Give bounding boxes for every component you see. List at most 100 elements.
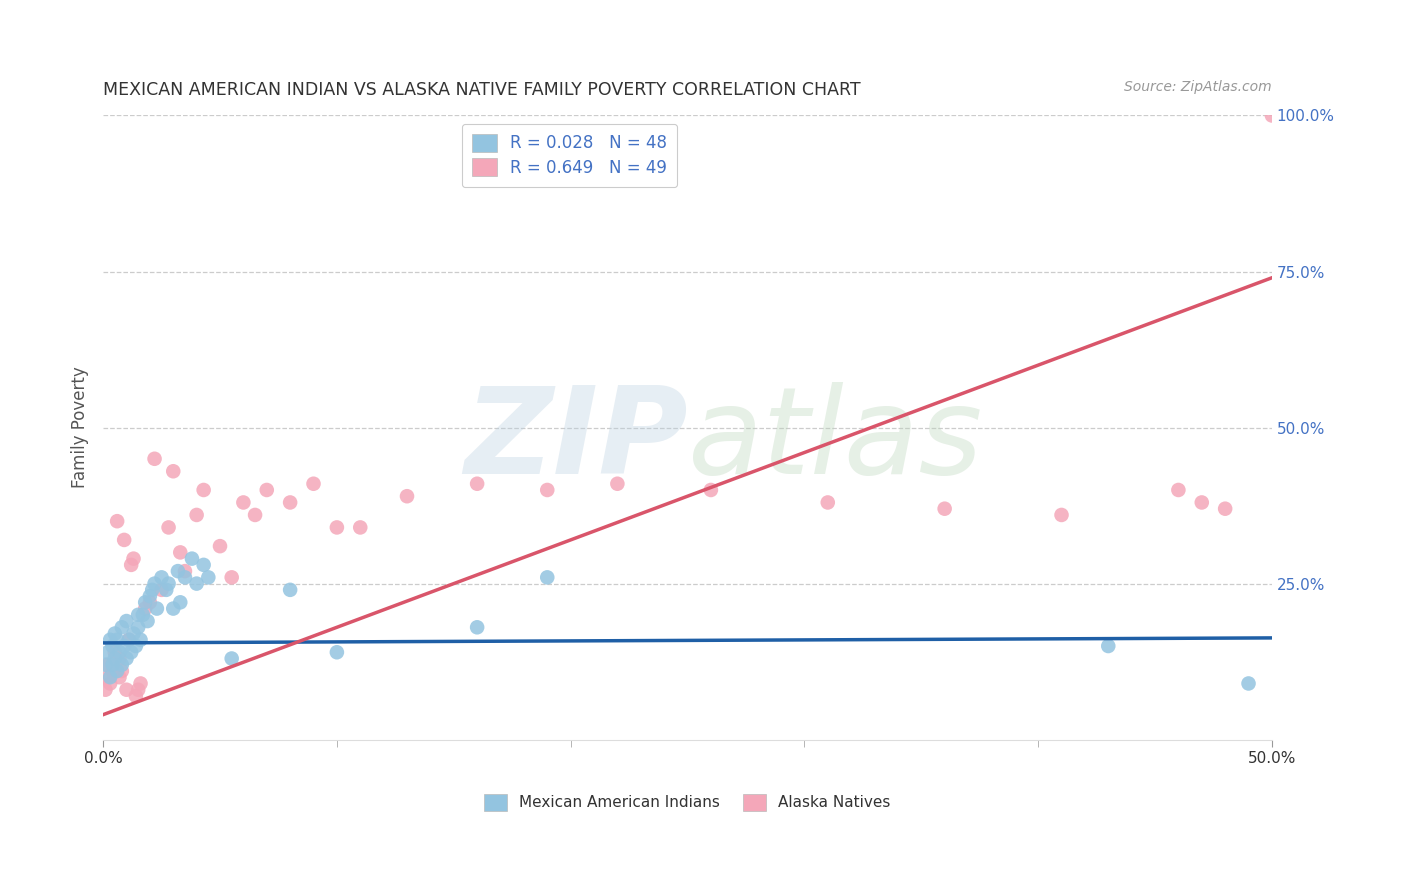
Point — [98, 670, 121, 684]
Point — [465, 620, 488, 634]
Point — [111, 657, 134, 672]
Point — [127, 682, 149, 697]
Point — [1261, 108, 1284, 122]
Point — [108, 670, 131, 684]
Point — [256, 483, 278, 497]
Point — [1167, 483, 1189, 497]
Point — [115, 614, 138, 628]
Point — [157, 520, 180, 534]
Point — [221, 651, 243, 665]
Point — [169, 545, 191, 559]
Point — [186, 508, 208, 522]
Point — [143, 576, 166, 591]
Point — [101, 657, 124, 672]
Point — [112, 639, 135, 653]
Point — [108, 645, 131, 659]
Point — [115, 651, 138, 665]
Point — [1213, 501, 1236, 516]
Point — [934, 501, 956, 516]
Point — [129, 632, 152, 647]
Point — [174, 570, 197, 584]
Point — [232, 495, 254, 509]
Point — [278, 582, 301, 597]
Point — [98, 676, 121, 690]
Point — [127, 607, 149, 622]
Point — [122, 551, 145, 566]
Legend: Mexican American Indians, Alaska Natives: Mexican American Indians, Alaska Natives — [475, 785, 900, 820]
Point — [197, 570, 219, 584]
Point — [125, 689, 148, 703]
Point — [143, 451, 166, 466]
Y-axis label: Family Poverty: Family Poverty — [72, 367, 89, 489]
Point — [136, 614, 159, 628]
Point — [167, 564, 190, 578]
Point — [125, 639, 148, 653]
Point — [1191, 495, 1213, 509]
Point — [104, 626, 127, 640]
Point — [536, 483, 558, 497]
Point — [243, 508, 266, 522]
Point — [139, 595, 162, 609]
Text: MEXICAN AMERICAN INDIAN VS ALASKA NATIVE FAMILY POVERTY CORRELATION CHART: MEXICAN AMERICAN INDIAN VS ALASKA NATIVE… — [103, 80, 860, 99]
Point — [157, 576, 180, 591]
Point — [105, 664, 128, 678]
Point — [1097, 639, 1119, 653]
Point — [181, 551, 204, 566]
Point — [326, 520, 349, 534]
Point — [817, 495, 839, 509]
Point — [162, 601, 184, 615]
Point — [193, 558, 215, 572]
Point — [112, 533, 135, 547]
Point — [141, 582, 163, 597]
Point — [97, 657, 120, 672]
Point — [104, 651, 127, 665]
Point — [146, 601, 169, 615]
Point — [132, 607, 155, 622]
Point — [326, 645, 349, 659]
Point — [536, 570, 558, 584]
Point — [101, 639, 124, 653]
Point — [302, 476, 325, 491]
Point — [134, 595, 156, 609]
Point — [1050, 508, 1073, 522]
Point — [150, 582, 173, 597]
Point — [104, 645, 127, 659]
Point — [129, 676, 152, 690]
Point — [97, 670, 120, 684]
Point — [94, 657, 117, 672]
Point — [139, 589, 162, 603]
Point — [111, 620, 134, 634]
Point — [395, 489, 418, 503]
Point — [155, 582, 177, 597]
Point — [105, 632, 128, 647]
Point — [162, 464, 184, 478]
Point — [97, 645, 120, 659]
Point — [278, 495, 301, 509]
Text: ZIP: ZIP — [464, 382, 688, 499]
Point — [111, 664, 134, 678]
Point — [98, 632, 121, 647]
Point — [127, 620, 149, 634]
Point — [94, 682, 117, 697]
Point — [169, 595, 191, 609]
Point — [122, 626, 145, 640]
Point — [349, 520, 371, 534]
Text: atlas: atlas — [688, 382, 983, 499]
Point — [1237, 676, 1260, 690]
Point — [134, 601, 156, 615]
Point — [120, 645, 142, 659]
Point — [193, 483, 215, 497]
Point — [150, 570, 173, 584]
Point — [115, 682, 138, 697]
Point — [101, 664, 124, 678]
Point — [465, 476, 488, 491]
Text: Source: ZipAtlas.com: Source: ZipAtlas.com — [1125, 79, 1272, 94]
Point — [208, 539, 231, 553]
Point — [118, 632, 141, 647]
Point — [700, 483, 723, 497]
Point — [108, 651, 131, 665]
Point — [186, 576, 208, 591]
Point — [174, 564, 197, 578]
Point — [105, 514, 128, 528]
Point — [606, 476, 628, 491]
